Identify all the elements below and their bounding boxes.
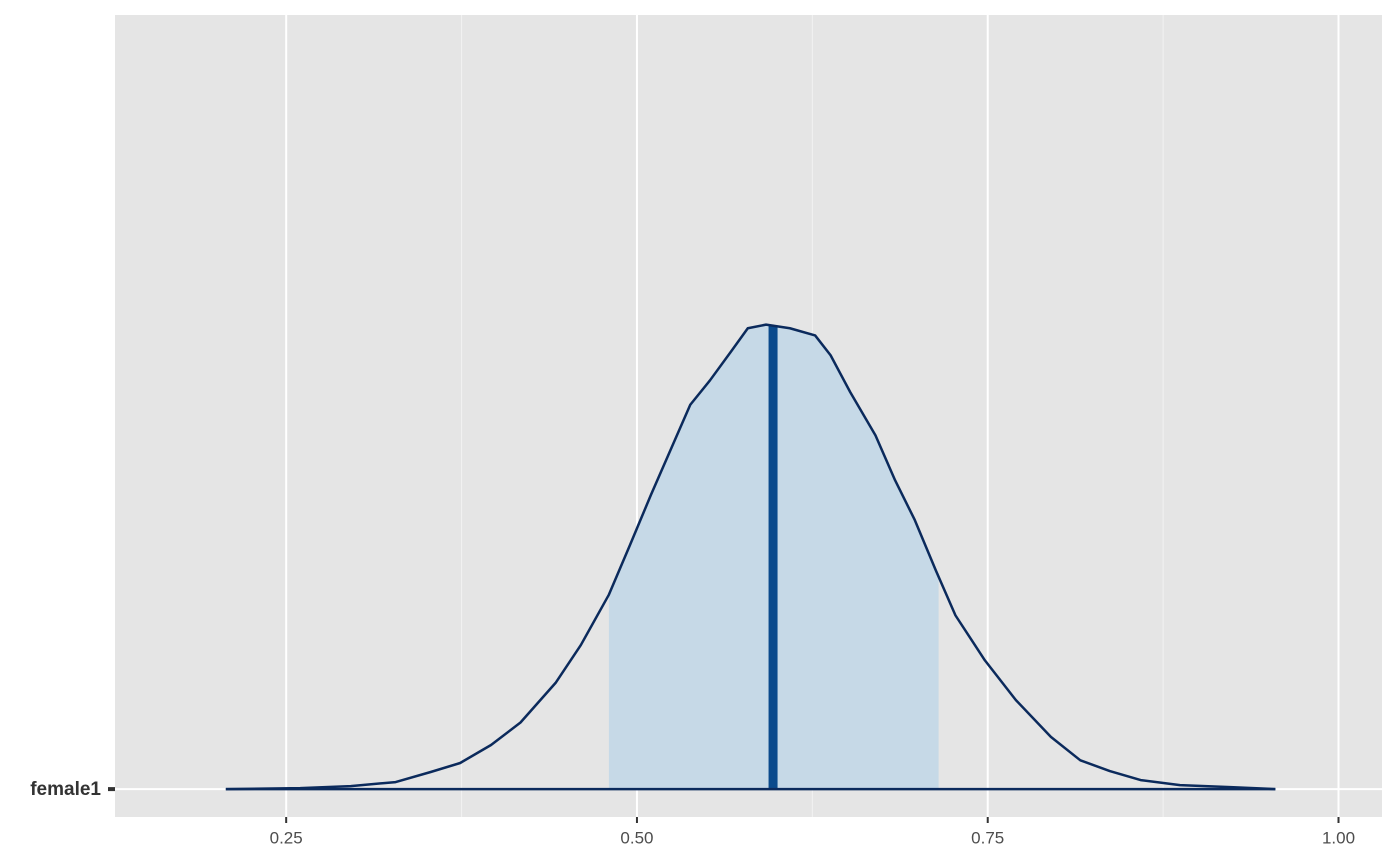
- y-tick-label: female1: [30, 779, 101, 800]
- x-tick-label: 0.25: [270, 828, 303, 847]
- density-line: [225, 323, 1276, 791]
- x-tick-label: 1.00: [1322, 828, 1355, 847]
- x-tick-label: 0.50: [620, 828, 653, 847]
- x-tick-label: 0.75: [971, 828, 1004, 847]
